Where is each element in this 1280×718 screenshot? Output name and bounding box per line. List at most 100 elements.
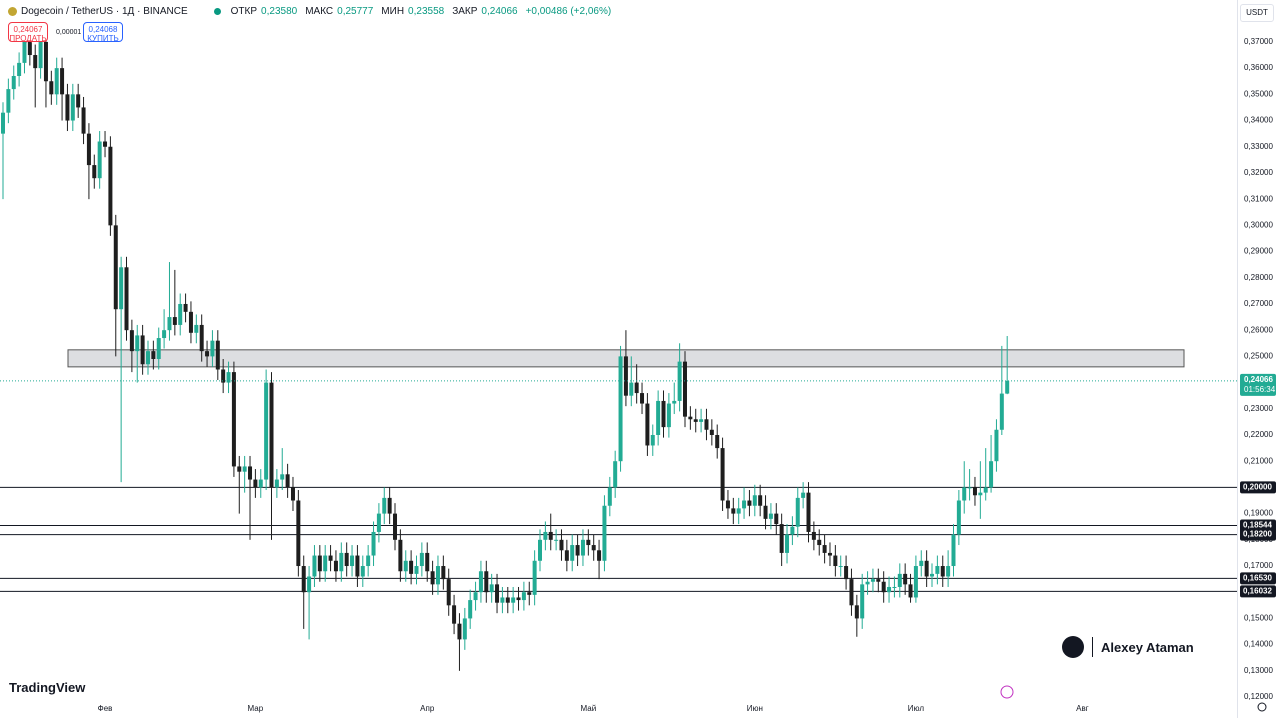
currency-button[interactable]: USDT	[1240, 4, 1274, 22]
candle-body	[827, 552, 832, 556]
candle-body	[280, 474, 285, 480]
brand-logo[interactable]: TradingView	[9, 680, 86, 695]
candle-body	[543, 531, 548, 540]
candle-body	[806, 492, 811, 532]
candle-body	[113, 225, 118, 310]
candle-body	[135, 335, 140, 352]
candle-body	[108, 146, 113, 226]
y-tick-label: 0,12000	[1244, 692, 1273, 701]
candle-body	[301, 566, 306, 593]
x-tick-label: Июл	[908, 704, 925, 713]
candle-body	[419, 552, 424, 567]
candle-body	[650, 434, 655, 446]
candle-body	[124, 267, 129, 331]
candle-body	[575, 545, 580, 556]
last-price-label: 0,24066	[1244, 375, 1273, 384]
watermark-text: Alexey Ataman	[1101, 639, 1194, 655]
candle-body	[989, 461, 994, 488]
y-tick-label: 0,34000	[1244, 116, 1273, 125]
candle-body	[768, 513, 773, 519]
candle-body	[210, 340, 215, 357]
candle-body	[602, 505, 607, 561]
candle-body	[1, 112, 5, 134]
watermark-logo	[1062, 636, 1084, 658]
candle-body	[860, 584, 865, 619]
candle-body	[290, 487, 295, 501]
candle-body	[844, 566, 849, 580]
candle-body	[586, 539, 591, 546]
candle-body	[172, 317, 177, 325]
candle-body	[972, 487, 977, 496]
y-tick-label: 0,32000	[1244, 168, 1273, 177]
candle-body	[317, 555, 322, 572]
candle-body	[382, 497, 387, 514]
candle-body	[887, 586, 892, 593]
symbol[interactable]: Dogecoin / TetherUS · 1Д · BINANCE	[21, 6, 188, 17]
candle-body	[951, 534, 956, 567]
last-price-tag	[1240, 373, 1276, 396]
alert-icon[interactable]	[1000, 685, 1014, 699]
candle-body	[140, 335, 145, 365]
candle-body	[237, 466, 242, 472]
candle-body	[11, 75, 16, 90]
candle-body	[629, 382, 634, 396]
candle-body	[672, 400, 677, 404]
candle-body	[838, 566, 843, 568]
legend: Dogecoin / TetherUS · 1Д · BINANCE ОТКР 0…	[8, 6, 615, 17]
level-tag	[1240, 519, 1276, 532]
candle-body	[258, 479, 263, 488]
candle-body	[462, 618, 467, 640]
candle-body	[725, 500, 730, 509]
separator	[1092, 637, 1093, 657]
candle-body	[511, 597, 516, 603]
candle-body	[591, 545, 596, 551]
candle-body	[645, 403, 650, 446]
candle-body	[623, 356, 628, 396]
candle-body	[527, 592, 532, 595]
y-tick-label: 0,13000	[1244, 666, 1273, 675]
candle-body	[930, 573, 935, 577]
candle-body	[435, 566, 440, 585]
candle-body	[709, 429, 714, 435]
buy-button[interactable]: 0,24068 КУПИТЬ	[83, 22, 123, 43]
candle-body	[758, 495, 763, 506]
y-tick-label: 0,15000	[1244, 614, 1273, 623]
candle-body	[360, 566, 365, 577]
sell-label: ПРОДАТЬ	[9, 34, 47, 43]
candle-body	[956, 500, 961, 535]
low-label: МИН	[381, 6, 405, 17]
candle-body	[355, 555, 360, 577]
candle-body	[559, 539, 564, 551]
candle-body	[833, 555, 838, 567]
level-label: 0,20000	[1243, 483, 1272, 492]
candle-body	[564, 550, 569, 561]
open-value: 0,23580	[261, 6, 298, 17]
high-label: МАКС	[305, 6, 334, 17]
y-tick-label: 0,37000	[1244, 37, 1273, 46]
candle-body	[70, 94, 75, 121]
buy-price: 0,24068	[88, 25, 118, 34]
candle-body	[822, 545, 827, 553]
candle-body	[65, 94, 70, 121]
candle-body	[92, 165, 97, 179]
candle-body	[967, 487, 972, 489]
candle-body	[226, 372, 231, 383]
x-tick-label: Апр	[420, 704, 435, 713]
candle-body	[994, 429, 999, 462]
candle-body	[129, 330, 134, 352]
candle-body	[613, 461, 618, 488]
candle-body	[656, 400, 661, 435]
candle-body	[6, 89, 11, 113]
candle-body	[693, 419, 698, 422]
candle-body	[156, 338, 161, 360]
candle-body	[554, 539, 559, 541]
candle-body	[876, 579, 881, 582]
watermark: Alexey Ataman	[1062, 636, 1194, 658]
candle-body	[854, 605, 859, 619]
candle-body	[264, 382, 269, 480]
candle-body	[103, 141, 108, 147]
settings-icon[interactable]	[1257, 702, 1267, 712]
y-tick-label: 0,26000	[1244, 325, 1273, 334]
sell-button[interactable]: 0,24067 ПРОДАТЬ	[8, 22, 48, 43]
candle-body	[387, 497, 392, 514]
